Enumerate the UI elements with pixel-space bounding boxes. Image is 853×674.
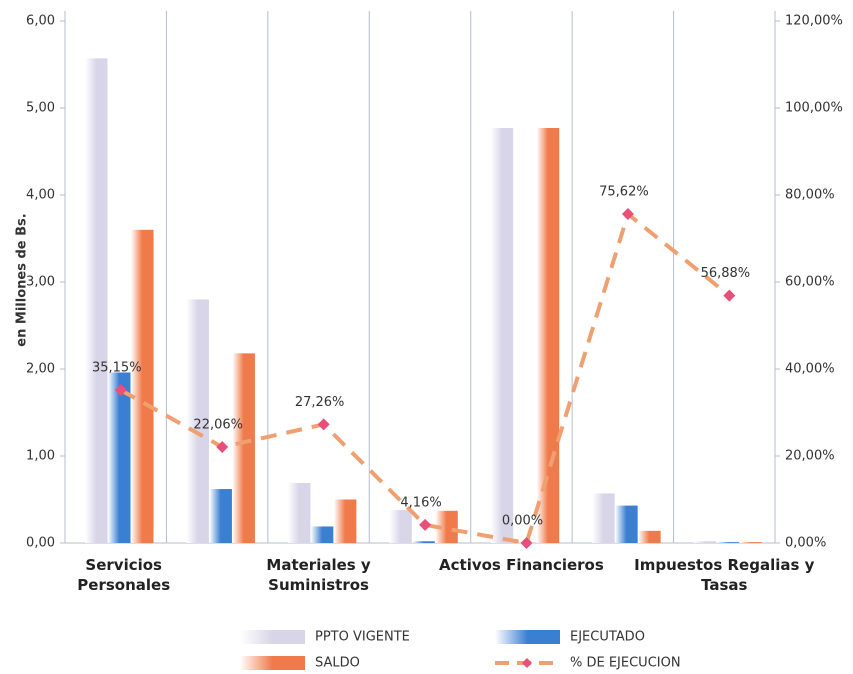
legend-swatch bbox=[240, 656, 305, 670]
data-label: 27,26% bbox=[295, 395, 345, 410]
y2-tick-label: 80,00% bbox=[785, 188, 835, 203]
bar bbox=[389, 509, 412, 543]
bar bbox=[615, 505, 638, 543]
y2-tick-label: 0,00% bbox=[785, 536, 826, 551]
bar bbox=[209, 489, 232, 543]
bar bbox=[412, 541, 435, 543]
bar bbox=[592, 493, 615, 543]
legend-label: PPTO VIGENTE bbox=[315, 630, 410, 645]
bar bbox=[310, 526, 334, 543]
y2-tick-label: 20,00% bbox=[785, 449, 835, 464]
bar bbox=[186, 299, 209, 543]
y-tick-label: 6,00 bbox=[26, 14, 55, 29]
x-tick-label: Servicios Personales bbox=[77, 556, 171, 594]
legend-marker bbox=[522, 658, 532, 668]
y-tick-label: 2,00 bbox=[26, 362, 55, 377]
marker bbox=[621, 208, 634, 221]
bar bbox=[536, 128, 560, 543]
data-label: 56,88% bbox=[701, 266, 751, 281]
bar bbox=[333, 499, 357, 543]
data-label: 22,06% bbox=[193, 418, 243, 433]
data-label: 4,16% bbox=[400, 495, 441, 510]
y-tick-label: 3,00 bbox=[26, 275, 55, 290]
bar bbox=[693, 541, 717, 543]
y2-tick-label: 100,00% bbox=[785, 101, 843, 116]
marker bbox=[419, 518, 432, 531]
y-tick-label: 5,00 bbox=[26, 101, 55, 116]
legend-swatch bbox=[240, 630, 305, 644]
marker bbox=[114, 384, 127, 397]
legend-label: % DE EJECUCION bbox=[570, 656, 681, 671]
y-axis-title: en Millones de Bs. bbox=[15, 213, 30, 346]
data-label: 75,62% bbox=[599, 185, 649, 200]
marker bbox=[723, 289, 736, 302]
marker bbox=[317, 418, 330, 431]
data-label: 0,00% bbox=[502, 514, 543, 529]
bar bbox=[739, 542, 763, 543]
bar bbox=[716, 542, 740, 543]
legend-label: EJECUTADO bbox=[570, 630, 645, 645]
marker bbox=[216, 441, 229, 454]
bar bbox=[108, 372, 131, 543]
y-tick-label: 1,00 bbox=[26, 449, 55, 464]
bar bbox=[85, 58, 108, 543]
y2-tick-label: 60,00% bbox=[785, 275, 835, 290]
bar bbox=[232, 353, 255, 543]
x-tick-label: Impuestos Regalias y Tasas bbox=[634, 556, 815, 594]
legend-swatch bbox=[495, 630, 560, 644]
y2-tick-label: 40,00% bbox=[785, 362, 835, 377]
y-tick-label: 0,00 bbox=[26, 536, 55, 551]
y2-tick-label: 120,00% bbox=[785, 14, 843, 29]
bar bbox=[490, 128, 514, 543]
x-tick-label: Activos Financieros bbox=[439, 556, 604, 574]
marker bbox=[520, 537, 533, 549]
bar bbox=[638, 530, 661, 543]
y-tick-label: 4,00 bbox=[26, 188, 55, 203]
legend-label: SALDO bbox=[315, 656, 360, 671]
bar bbox=[131, 229, 154, 544]
data-label: 35,15% bbox=[92, 361, 142, 376]
bar bbox=[435, 510, 458, 543]
bar bbox=[287, 482, 311, 543]
x-tick-label: Materiales y Suministros bbox=[266, 556, 371, 594]
